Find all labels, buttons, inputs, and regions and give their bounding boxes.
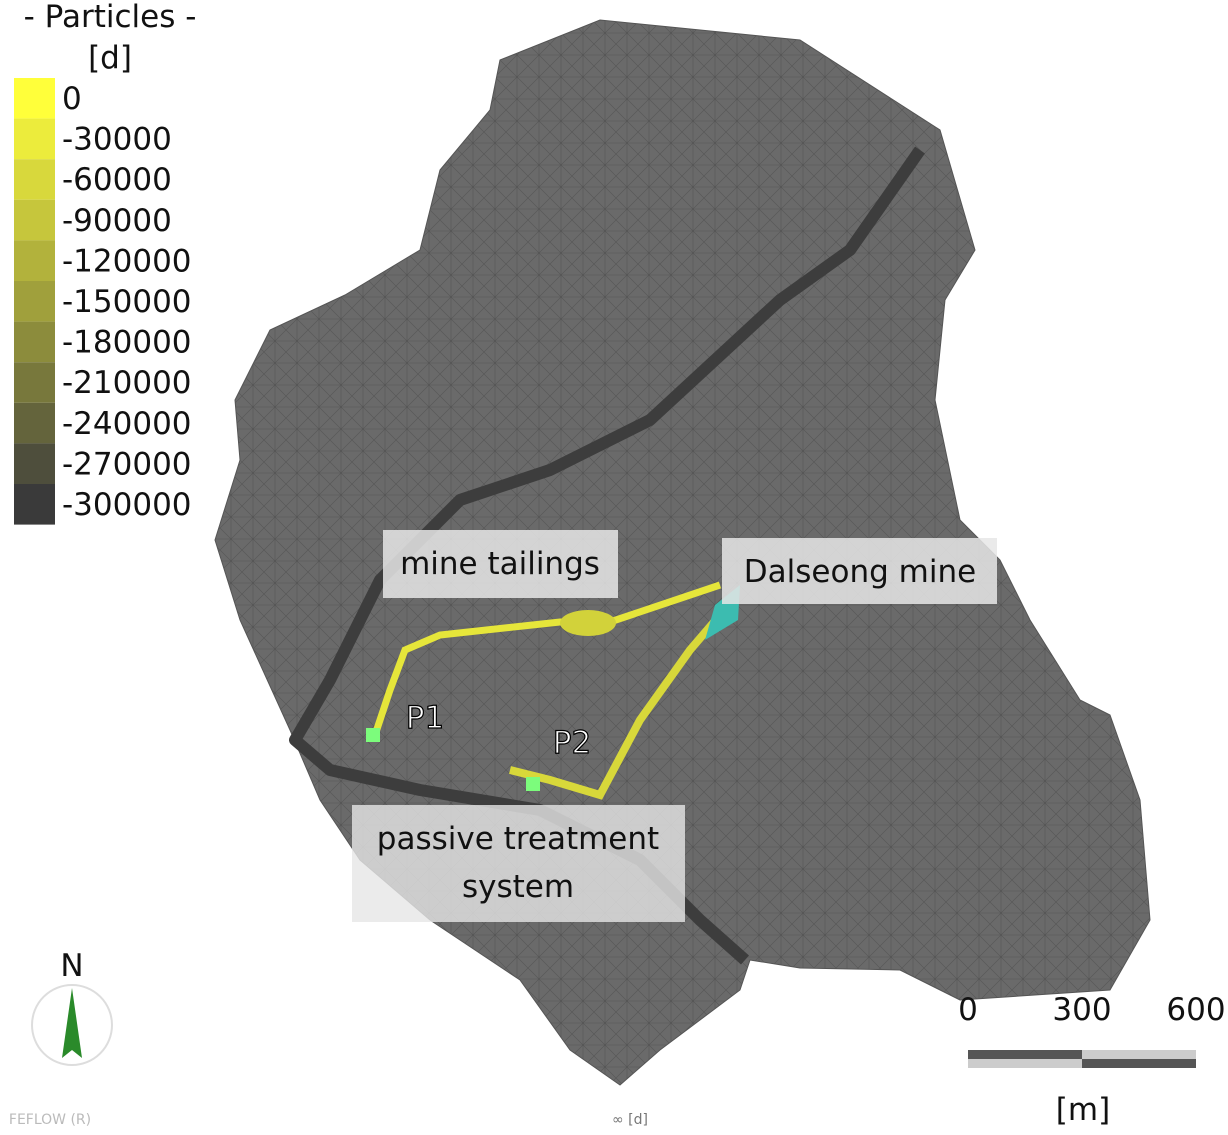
scale-segment [968, 1050, 1082, 1059]
label-box [383, 530, 618, 598]
footer-software: FEFLOW (R) [9, 1112, 91, 1128]
legend-label: -30000 [62, 122, 172, 158]
legend-swatch [14, 159, 55, 200]
legend-title: - Particles - [24, 0, 197, 35]
scale-label: 0 [958, 992, 978, 1028]
label: P2 [553, 725, 591, 761]
scale-segment [1082, 1050, 1196, 1059]
legend-swatch [14, 118, 55, 160]
legend-unit: [d] [88, 40, 132, 76]
legend-label: -300000 [62, 487, 192, 523]
legend-label: -120000 [62, 243, 192, 279]
label: Dalseong mine [744, 554, 976, 590]
label: system [462, 869, 574, 905]
legend-swatch [14, 443, 55, 484]
footer-time: ∞ [d] [612, 1112, 648, 1128]
scale-label: 600 [1166, 992, 1225, 1028]
legend-swatch [14, 281, 55, 322]
legend-label: -240000 [62, 406, 192, 442]
legend-swatch [14, 402, 55, 444]
legend-label: -150000 [62, 284, 192, 320]
label: passive treatment [377, 821, 659, 857]
legend-label: -270000 [62, 446, 192, 482]
north-arrow [62, 988, 82, 1058]
legend-label: -180000 [62, 325, 192, 361]
scale-label: 300 [1052, 992, 1111, 1028]
legend: 0 -30000 -60000 -90000 -120000 -150000 -180000… [14, 78, 192, 525]
legend-label: -60000 [62, 162, 172, 198]
label: mine tailings [400, 546, 600, 582]
label-box [352, 805, 685, 922]
legend-label: -90000 [62, 203, 172, 239]
compass [31, 984, 113, 1066]
particle-cluster [560, 610, 616, 636]
scale-segment [968, 1059, 1082, 1068]
legend-swatch [14, 240, 55, 281]
legend-swatch [14, 484, 55, 525]
label-box [722, 538, 997, 604]
legend-label: 0 [62, 81, 82, 117]
scale-segment [1082, 1059, 1196, 1068]
scale-bar: 0 300 600 [958, 992, 1225, 1028]
legend-swatch [14, 362, 55, 403]
scale-unit: [m] [1056, 1092, 1110, 1128]
legend-swatch [14, 78, 55, 119]
north-label: N [60, 948, 83, 984]
legend-swatch [14, 199, 55, 241]
catchment [214, 19, 1151, 1086]
p2-marker [526, 777, 540, 791]
p1-marker [366, 728, 380, 742]
legend-label: -210000 [62, 365, 192, 401]
legend-swatch [14, 321, 55, 363]
particle-path [509, 612, 724, 800]
label: P1 [406, 700, 444, 736]
